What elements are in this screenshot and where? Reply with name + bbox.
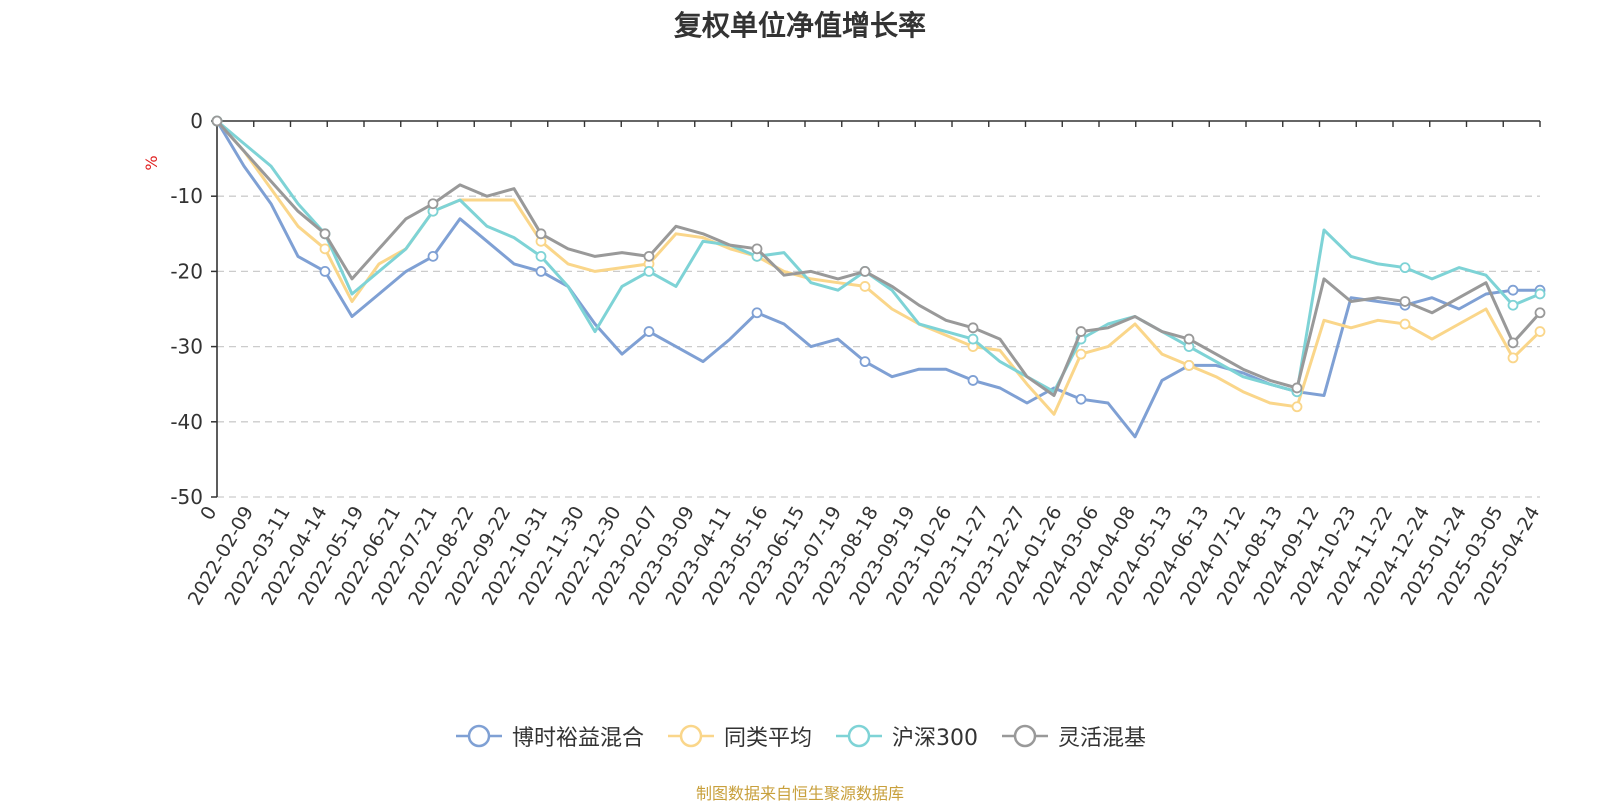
data-point (1291, 382, 1303, 394)
data-point (319, 228, 331, 240)
legend-marker (679, 724, 703, 748)
legend-swatch (1002, 724, 1048, 748)
data-point (859, 281, 871, 292)
legend-label: 同类平均 (723, 726, 812, 751)
legend-item[interactable]: 博时裕益混合 (454, 720, 644, 752)
legend-item[interactable]: 灵活混基 (1000, 720, 1146, 752)
legend-marker (1013, 724, 1037, 748)
y-tick-label: -50 (170, 485, 203, 509)
legend-label: 沪深300 (892, 726, 978, 751)
y-tick-label: -20 (170, 259, 203, 283)
data-point (1534, 288, 1546, 300)
data-point (1399, 296, 1411, 307)
legend-swatch (455, 724, 502, 748)
data-point (1075, 348, 1087, 360)
data-point (859, 265, 871, 277)
data-point (535, 265, 547, 277)
data-point (319, 265, 331, 277)
data-point (1507, 337, 1519, 349)
data-point (211, 115, 223, 127)
data-point (967, 333, 979, 345)
data-point (643, 250, 655, 262)
data-point (643, 265, 655, 277)
legend-item[interactable]: 沪深300 (834, 720, 978, 752)
legend-label: 灵活混基 (1058, 726, 1147, 751)
y-axis-unit: % (142, 155, 161, 170)
y-tick-label: -30 (170, 335, 203, 359)
legend-item[interactable]: 同类平均 (666, 720, 812, 752)
data-point (1507, 284, 1519, 296)
data-point (535, 228, 547, 240)
data-point (751, 243, 763, 255)
chart-legend: 博时裕益混合 同类平均 沪深300 灵活混基 (0, 720, 1600, 752)
data-point (1075, 326, 1087, 337)
legend-label: 博时裕益混合 (511, 726, 644, 751)
legend-swatch (836, 724, 882, 748)
y-tick-label: 0 (190, 109, 203, 133)
data-point (1534, 307, 1546, 319)
chart-title: 复权单位净值增长率 (673, 9, 926, 42)
data-point (967, 322, 979, 334)
data-point (1183, 333, 1195, 345)
data-point (1507, 352, 1519, 364)
chart-svg: 0-10-20-30-40-50%02022-02-092022-03-1120… (142, 109, 1546, 609)
series-line (215, 120, 1540, 439)
data-point (1534, 326, 1546, 337)
source-note: 制图数据来自恒生聚源数据库 (695, 784, 904, 803)
data-point (1399, 318, 1411, 330)
data-point (1507, 299, 1519, 311)
series-line (215, 119, 1542, 397)
data-point (1399, 262, 1411, 274)
y-tick-label: -10 (170, 184, 203, 208)
data-point (643, 326, 655, 337)
data-point (535, 250, 547, 262)
legend-marker (847, 724, 871, 748)
data-point (859, 356, 871, 368)
x-tick-label: 0 (196, 503, 221, 524)
series-line (216, 119, 1541, 394)
legend-marker (467, 724, 491, 748)
data-point (751, 307, 763, 319)
data-point (1075, 393, 1087, 405)
data-point (967, 375, 979, 386)
data-point (427, 250, 439, 262)
data-point (427, 198, 439, 210)
legend-swatch (667, 724, 714, 748)
data-point (1291, 401, 1303, 413)
data-point (319, 243, 331, 255)
y-tick-label: -40 (170, 410, 203, 434)
data-point (1183, 359, 1195, 371)
